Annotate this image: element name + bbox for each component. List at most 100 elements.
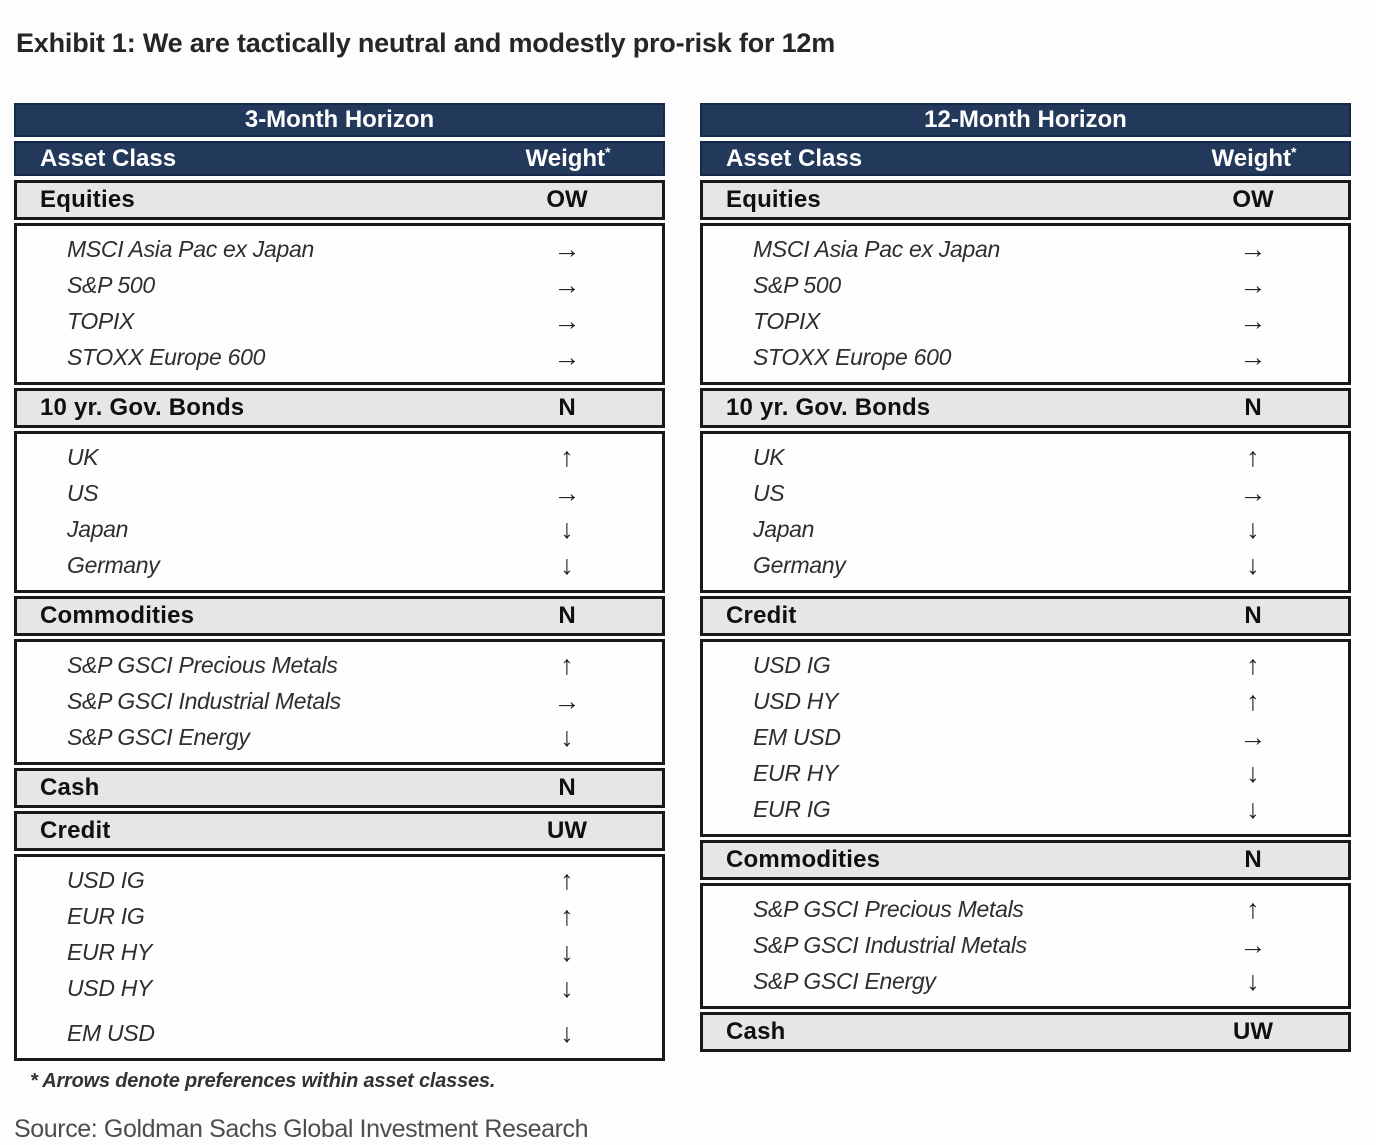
- asset-row-eur-ig: EUR IG ↓: [703, 791, 1348, 827]
- asset-row-uk: UK ↑: [17, 439, 662, 475]
- asset-row-s-p-gsci-industrial-metals: S&P GSCI Industrial Metals →: [703, 927, 1348, 963]
- table-title-3-month-horizon: 3-Month Horizon: [14, 103, 665, 137]
- section-label: Commodities: [40, 602, 195, 629]
- asset-name: EUR HY: [67, 938, 153, 965]
- section-label: Credit: [40, 817, 111, 844]
- asset-row-s-p-gsci-energy: S&P GSCI Energy ↓: [17, 719, 662, 755]
- arrow-down-icon: ↓: [560, 549, 574, 580]
- arrow-up-icon: ↑: [560, 900, 574, 931]
- asset-row-s-p-500: S&P 500 →: [703, 267, 1348, 303]
- arrow-right-icon: →: [553, 269, 581, 300]
- section-row-equities: Equities OW: [700, 180, 1351, 220]
- arrow-down-icon: ↓: [560, 1017, 574, 1048]
- section-row-credit: Credit N: [700, 596, 1351, 636]
- arrow-right-icon: →: [1239, 233, 1267, 264]
- arrow-down-icon: ↓: [1246, 793, 1260, 824]
- arrow-up-icon: ↑: [560, 864, 574, 895]
- asset-row-germany: Germany ↓: [17, 547, 662, 583]
- asset-row-us: US →: [17, 475, 662, 511]
- asset-row-msci-asia-pac-ex-japan: MSCI Asia Pac ex Japan →: [703, 231, 1348, 267]
- section-row-equities: Equities OW: [14, 180, 665, 220]
- table-12-month-horizon: 12-Month Horizon Asset Class Weight* Equiti…: [700, 103, 1351, 1064]
- arrow-down-icon: ↓: [1246, 549, 1260, 580]
- asset-row-s-p-gsci-industrial-metals: S&P GSCI Industrial Metals →: [17, 683, 662, 719]
- arrow-up-icon: ↑: [560, 649, 574, 680]
- asset-row-s-p-gsci-energy: S&P GSCI Energy ↓: [703, 963, 1348, 999]
- arrow-down-icon: ↓: [560, 513, 574, 544]
- asset-name: TOPIX: [753, 307, 821, 334]
- asset-name: S&P 500: [753, 271, 841, 298]
- arrow-down-icon: ↓: [1246, 965, 1260, 996]
- asset-name: S&P GSCI Industrial Metals: [67, 687, 341, 714]
- asset-name: US: [753, 479, 785, 506]
- section-row-cash: Cash UW: [700, 1012, 1351, 1052]
- arrow-right-icon: →: [553, 341, 581, 372]
- asset-name: USD HY: [753, 687, 839, 714]
- asset-name: S&P GSCI Precious Metals: [67, 651, 338, 678]
- section-items-10-yr-gov-bonds: UK ↑ US → Japan ↓ Germany ↓: [700, 431, 1351, 593]
- arrow-down-icon: ↓: [560, 721, 574, 752]
- asset-row-topix: TOPIX →: [17, 303, 662, 339]
- asset-name: USD HY: [67, 974, 153, 1001]
- asset-name: EUR HY: [753, 759, 839, 786]
- section-row-10-yr-gov-bonds: 10 yr. Gov. Bonds N: [14, 388, 665, 428]
- asset-name: Japan: [67, 515, 129, 542]
- asset-row-usd-hy: USD HY ↑: [703, 683, 1348, 719]
- asset-row-s-p-gsci-precious-metals: S&P GSCI Precious Metals ↑: [17, 647, 662, 683]
- asset-row-em-usd: EM USD →: [703, 719, 1348, 755]
- section-weight-badge: UW: [547, 817, 587, 844]
- section-label: Commodities: [726, 846, 881, 873]
- section-items-credit: USD IG ↑ USD HY ↑ EM USD → EUR HY ↓ EUR IG ↓: [700, 639, 1351, 837]
- section-row-commodities: Commodities N: [14, 596, 665, 636]
- section-items-equities: MSCI Asia Pac ex Japan → S&P 500 → TOPIX → STO…: [700, 223, 1351, 385]
- asset-name: S&P GSCI Energy: [67, 723, 250, 750]
- arrow-up-icon: ↑: [1246, 649, 1260, 680]
- asset-row-stoxx-europe-600: STOXX Europe 600 →: [703, 339, 1348, 375]
- section-label: Cash: [726, 1018, 786, 1045]
- asset-row-msci-asia-pac-ex-japan: MSCI Asia Pac ex Japan →: [17, 231, 662, 267]
- footnote: * Arrows denote preferences within asset…: [30, 1070, 496, 1092]
- asset-name: MSCI Asia Pac ex Japan: [67, 235, 314, 262]
- asset-name: USD IG: [67, 866, 145, 893]
- arrow-up-icon: ↑: [1246, 685, 1260, 716]
- column-header-asset-class: Asset Class: [726, 145, 863, 172]
- section-row-credit: Credit UW: [14, 811, 665, 851]
- section-items-credit: USD IG ↑ EUR IG ↑ EUR HY ↓ USD HY ↓ EM USD ↓: [14, 854, 665, 1061]
- asset-row-eur-hy: EUR HY ↓: [703, 755, 1348, 791]
- section-weight-badge: N: [558, 394, 576, 421]
- asset-row-japan: Japan ↓: [703, 511, 1348, 547]
- asset-name: US: [67, 479, 99, 506]
- asset-row-usd-hy: USD HY ↓: [17, 970, 662, 1006]
- asset-row-s-p-500: S&P 500 →: [17, 267, 662, 303]
- column-header-row: Asset Class Weight*: [14, 141, 665, 176]
- section-label: Equities: [40, 186, 135, 213]
- section-items-equities: MSCI Asia Pac ex Japan → S&P 500 → TOPIX → STO…: [14, 223, 665, 385]
- column-header-asset-class: Asset Class: [40, 145, 177, 172]
- asset-row-s-p-gsci-precious-metals: S&P GSCI Precious Metals ↑: [703, 891, 1348, 927]
- arrow-up-icon: ↑: [1246, 441, 1260, 472]
- arrow-right-icon: →: [1239, 721, 1267, 752]
- arrow-right-icon: →: [1239, 269, 1267, 300]
- section-items-commodities: S&P GSCI Precious Metals ↑ S&P GSCI Indust…: [14, 639, 665, 765]
- asset-row-germany: Germany ↓: [703, 547, 1348, 583]
- section-label: Equities: [726, 186, 821, 213]
- weight-footnote-mark: *: [1291, 144, 1297, 160]
- asset-name: EM USD: [67, 1019, 155, 1046]
- section-row-commodities: Commodities N: [700, 840, 1351, 880]
- asset-name: UK: [753, 443, 785, 470]
- asset-name: TOPIX: [67, 307, 135, 334]
- arrow-down-icon: ↓: [1246, 757, 1260, 788]
- asset-name: EUR IG: [67, 902, 145, 929]
- section-weight-badge: N: [1244, 602, 1262, 629]
- arrow-down-icon: ↓: [560, 972, 574, 1003]
- asset-row-usd-ig: USD IG ↑: [17, 862, 662, 898]
- asset-name: Germany: [753, 551, 846, 578]
- section-weight-badge: UW: [1233, 1018, 1273, 1045]
- arrow-up-icon: ↑: [560, 441, 574, 472]
- arrow-up-icon: ↑: [1246, 893, 1260, 924]
- section-row-10-yr-gov-bonds: 10 yr. Gov. Bonds N: [700, 388, 1351, 428]
- arrow-right-icon: →: [1239, 341, 1267, 372]
- asset-name: EM USD: [753, 723, 841, 750]
- section-items-commodities: S&P GSCI Precious Metals ↑ S&P GSCI Indust…: [700, 883, 1351, 1009]
- section-label: Cash: [40, 774, 100, 801]
